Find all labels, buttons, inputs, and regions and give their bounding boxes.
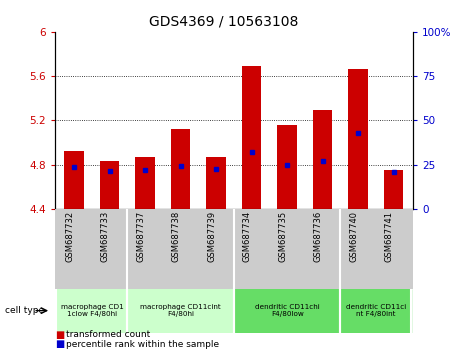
Text: GSM687736: GSM687736 xyxy=(314,211,323,263)
Bar xyxy=(127,289,234,333)
Bar xyxy=(65,152,84,209)
Bar xyxy=(242,66,261,209)
Bar xyxy=(384,170,403,209)
Text: cell type: cell type xyxy=(5,306,44,315)
Text: GSM687733: GSM687733 xyxy=(101,211,110,263)
Text: macrophage CD11cint
F4/80hi: macrophage CD11cint F4/80hi xyxy=(140,304,221,318)
Text: GSM687737: GSM687737 xyxy=(136,211,145,263)
Bar xyxy=(349,69,368,209)
Text: GDS4369 / 10563108: GDS4369 / 10563108 xyxy=(149,14,298,28)
Bar xyxy=(277,125,297,209)
Text: GSM687738: GSM687738 xyxy=(171,211,180,263)
Text: GSM687741: GSM687741 xyxy=(385,211,394,262)
Bar xyxy=(100,161,119,209)
Text: GSM687732: GSM687732 xyxy=(65,211,74,262)
Bar xyxy=(313,110,332,209)
Bar xyxy=(171,129,190,209)
Text: macrophage CD1
1clow F4/80hi: macrophage CD1 1clow F4/80hi xyxy=(60,304,124,318)
Bar xyxy=(57,289,127,333)
Text: percentile rank within the sample: percentile rank within the sample xyxy=(66,340,219,349)
Bar xyxy=(341,289,411,333)
Text: ■: ■ xyxy=(55,339,64,349)
Text: ■: ■ xyxy=(55,330,64,339)
Text: GSM687734: GSM687734 xyxy=(243,211,252,262)
Text: transformed count: transformed count xyxy=(66,330,151,339)
Text: GSM687735: GSM687735 xyxy=(278,211,287,262)
Text: GSM687740: GSM687740 xyxy=(349,211,358,262)
Bar xyxy=(135,157,155,209)
Text: GSM687739: GSM687739 xyxy=(207,211,216,262)
Text: dendritic CD11ci
nt F4/80int: dendritic CD11ci nt F4/80int xyxy=(346,304,406,318)
Bar xyxy=(234,289,341,333)
Bar xyxy=(207,157,226,209)
Text: dendritic CD11chi
F4/80low: dendritic CD11chi F4/80low xyxy=(255,304,320,318)
